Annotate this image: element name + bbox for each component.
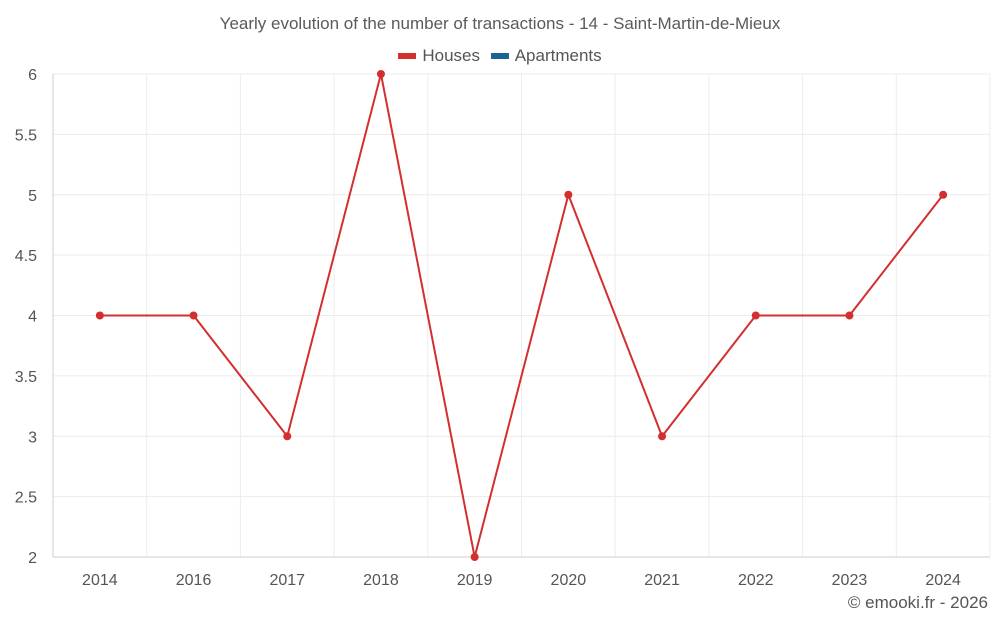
legend-label-houses: Houses <box>422 46 480 65</box>
y-tick-label: 4 <box>28 309 37 326</box>
legend-item-apartments[interactable]: Apartments <box>490 46 602 66</box>
x-tick-label: 2020 <box>551 572 587 589</box>
y-tick-label: 3.5 <box>15 369 37 386</box>
x-axis-labels: 2014 2016 2017 2018 2019 2020 2021 2022 2023 2024 <box>82 572 961 589</box>
x-tick-label: 2021 <box>644 572 680 589</box>
x-tick-label: 2022 <box>738 572 774 589</box>
data-point-houses <box>95 311 104 320</box>
legend-swatch-apartments <box>490 53 509 59</box>
data-point-houses <box>283 432 292 441</box>
chart-title: Yearly evolution of the number of transa… <box>219 14 781 33</box>
data-point-houses <box>939 190 948 199</box>
chart-axes <box>52 74 990 558</box>
x-tick-label: 2018 <box>363 572 399 589</box>
data-point-houses <box>189 311 198 320</box>
y-tick-label: 5 <box>28 188 37 205</box>
x-tick-label: 2024 <box>925 572 961 589</box>
chart-series <box>95 70 948 561</box>
x-tick-label: 2023 <box>832 572 868 589</box>
series-line-houses <box>99 73 944 558</box>
x-tick-label: 2017 <box>269 572 305 589</box>
x-tick-label: 2016 <box>176 572 212 589</box>
y-tick-label: 5.5 <box>15 127 37 144</box>
x-tick-label: 2019 <box>457 572 493 589</box>
data-point-houses <box>470 553 479 561</box>
data-point-houses <box>376 70 385 78</box>
y-axis-labels: 2 2.5 3 3.5 4 4.5 5 5.5 6 <box>15 67 37 567</box>
legend-item-houses[interactable]: Houses <box>398 46 480 66</box>
legend-label-apartments: Apartments <box>514 46 602 65</box>
y-tick-label: 2.5 <box>15 490 37 507</box>
data-point-houses <box>658 432 667 441</box>
y-tick-label: 2 <box>28 550 37 567</box>
footer-credit: © emooki.fr - 2026 <box>847 593 988 612</box>
y-tick-label: 6 <box>28 67 37 84</box>
legend-swatch-houses <box>398 53 417 59</box>
y-tick-label: 4.5 <box>15 248 37 265</box>
data-point-houses <box>845 311 854 320</box>
y-tick-label: 3 <box>28 429 37 446</box>
data-point-houses <box>751 311 760 320</box>
x-tick-label: 2014 <box>82 572 118 589</box>
chart-legend: Houses Apartments <box>0 44 1000 66</box>
data-point-houses <box>564 190 573 199</box>
